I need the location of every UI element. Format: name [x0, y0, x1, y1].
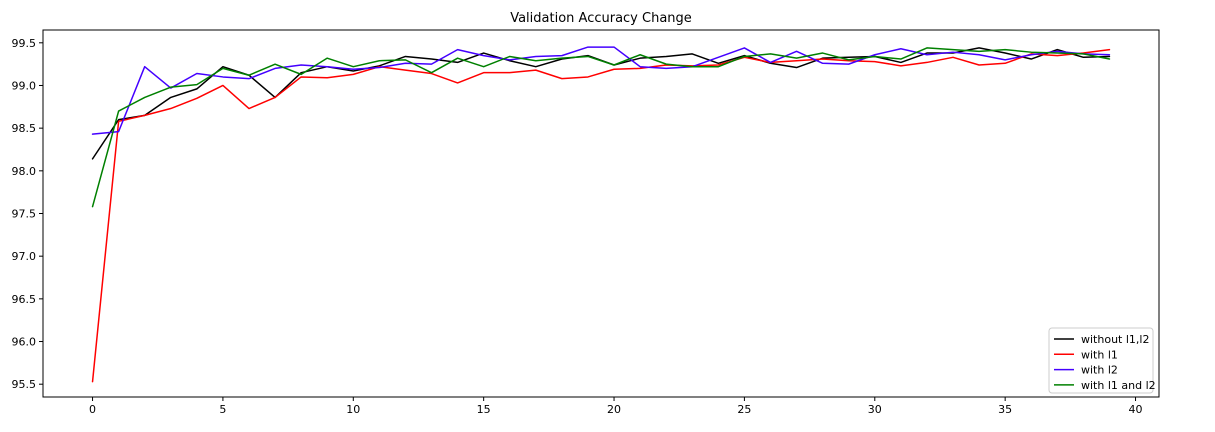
x-tick-label: 25 — [737, 403, 751, 416]
x-tick-label: 40 — [1129, 403, 1143, 416]
chart-title: Validation Accuracy Change — [510, 11, 692, 26]
series-layer — [91, 46, 1111, 383]
legend-label: with l1 — [1081, 348, 1118, 361]
x-tick-label: 20 — [607, 403, 621, 416]
legend-entry-2: with l2 — [1054, 364, 1118, 377]
legend-label: with l2 — [1081, 364, 1118, 377]
axes: 0 5 10 15 20 25 30 35 40 95.5 96.0 96.5 97.0 97.5 98.0… — [12, 29, 1160, 416]
legend: without l1,l2 with l1 with l2 with l1 and l… — [1048, 327, 1156, 394]
y-tick-label: 96.0 — [12, 336, 37, 349]
legend-entry-0: without l1,l2 — [1054, 333, 1149, 346]
series-line-1 — [91, 48, 1111, 383]
y-tick-label: 98.5 — [12, 122, 37, 135]
plot-background — [43, 30, 1159, 397]
y-tick-label: 98.0 — [12, 165, 37, 178]
plot-area — [43, 30, 1159, 397]
legend-entry-3: with l1 and l2 — [1054, 379, 1156, 392]
x-tick-label: 10 — [346, 403, 360, 416]
y-tick-label: 99.5 — [12, 37, 37, 50]
x-tick-label: 35 — [998, 403, 1012, 416]
legend-entry-1: with l1 — [1054, 348, 1118, 361]
y-tick-label: 97.5 — [12, 208, 37, 221]
x-tick-label: 30 — [868, 403, 882, 416]
y-tick-label: 96.5 — [12, 293, 37, 306]
y-tick-label: 99.0 — [12, 79, 37, 92]
x-tick-label: 5 — [219, 403, 226, 416]
y-tick-label: 95.5 — [12, 378, 37, 391]
x-tick-label: 0 — [89, 403, 96, 416]
series-line-3 — [91, 47, 1111, 208]
x-tick-label: 15 — [477, 403, 491, 416]
legend-box — [1048, 327, 1154, 394]
y-tick-label: 97.0 — [12, 250, 37, 263]
legend-label: without l1,l2 — [1081, 333, 1149, 346]
series-line-2 — [91, 46, 1111, 135]
legend-label: with l1 and l2 — [1081, 379, 1156, 392]
